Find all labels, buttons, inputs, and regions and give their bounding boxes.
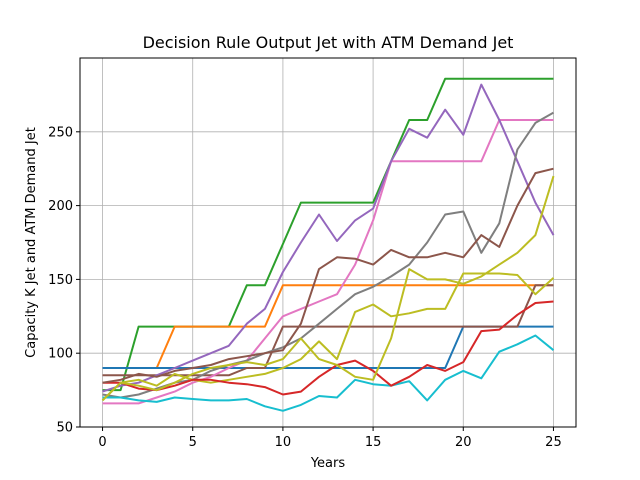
x-tick-label: 0 xyxy=(98,435,106,450)
series-line-10 xyxy=(102,300,554,396)
y-axis-title: Capacity K Jet and ATM Demand Jet xyxy=(24,127,39,358)
series-line-9 xyxy=(102,334,555,412)
y-tick-label: 250 xyxy=(48,125,73,140)
series-line-5 xyxy=(102,119,554,405)
axis-ticks: 0 5 10 15 20 25 50 100 150 200 250 xyxy=(48,125,562,450)
series-line-11 xyxy=(102,167,554,384)
series-line-6 xyxy=(102,83,555,393)
x-tick-label: 20 xyxy=(455,435,472,450)
y-tick-label: 150 xyxy=(48,273,73,288)
y-tick-label: 200 xyxy=(48,199,73,214)
x-tick-label: 15 xyxy=(365,435,382,450)
x-tick-label: 5 xyxy=(189,435,197,450)
chart-title: Decision Rule Output Jet with ATM Demand… xyxy=(143,33,514,52)
y-tick-label: 50 xyxy=(56,421,73,436)
series-lines xyxy=(101,77,555,412)
series-line-2 xyxy=(102,284,554,369)
x-tick-label: 10 xyxy=(275,435,292,450)
plot-frame xyxy=(79,57,577,428)
x-tick-label: 25 xyxy=(545,435,562,450)
y-tick-label: 100 xyxy=(48,347,73,362)
series-line-12 xyxy=(101,175,555,402)
x-axis-title: Years xyxy=(310,456,346,471)
series-line-8 xyxy=(101,272,555,402)
